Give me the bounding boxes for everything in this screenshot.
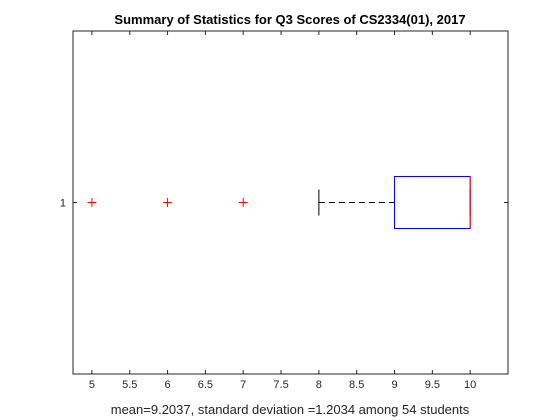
x-tick-label: 6.5 [198, 379, 213, 391]
x-tick-label: 5 [89, 379, 95, 391]
x-tick-label: 10 [464, 379, 476, 391]
y-axis-ticks: 1 [60, 198, 508, 210]
x-tick-label: 7.5 [273, 379, 288, 391]
plot-elements [87, 176, 471, 229]
outlier-marker [163, 198, 173, 207]
outlier-marker [238, 198, 248, 207]
axes-box [72, 30, 509, 375]
x-tick-label: 8.5 [349, 379, 364, 391]
x-tick-label: 8 [316, 379, 322, 391]
x-tick-label: 5.5 [122, 379, 137, 391]
x-axis-label: mean=9.2037, standard deviation =1.2034 … [111, 402, 470, 417]
x-tick-label: 9 [391, 379, 397, 391]
x-tick-label: 7 [240, 379, 246, 391]
y-tick-label: 1 [60, 198, 66, 210]
chart-title: Summary of Statistics for Q3 Scores of C… [114, 12, 465, 27]
outlier-marker [87, 198, 97, 207]
x-tick-label: 9.5 [425, 379, 440, 391]
x-axis-ticks: 5 5.5 6 6.5 7 7.5 8 8.5 9 9.5 10 [89, 31, 476, 391]
x-tick-label: 6 [165, 379, 171, 391]
